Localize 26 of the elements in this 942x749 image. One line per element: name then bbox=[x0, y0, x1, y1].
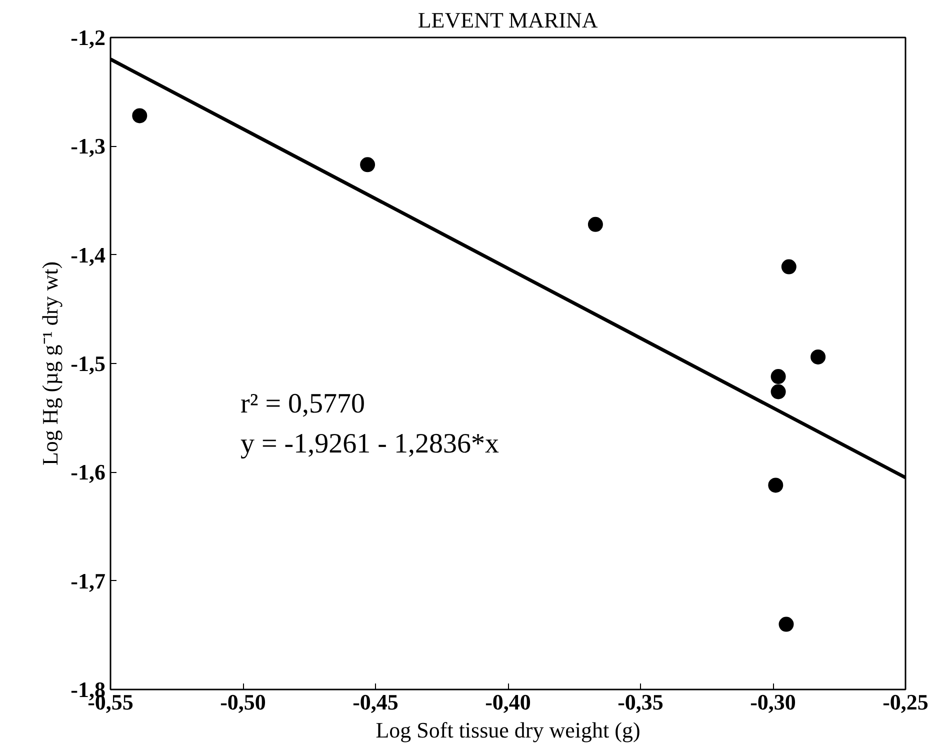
y-axis-title: Log Hg (µg g⁻¹ dry wt) bbox=[38, 261, 63, 466]
x-tick-label: -0,45 bbox=[352, 690, 398, 714]
y-tick-label: -1,6 bbox=[70, 460, 106, 485]
chart-title: LEVENT MARINA bbox=[418, 8, 598, 32]
x-axis-title: Log Soft tissue dry weight (g) bbox=[376, 718, 640, 742]
point bbox=[810, 349, 826, 364]
x-tick-label: -0,35 bbox=[618, 690, 664, 714]
point bbox=[778, 616, 794, 632]
x-tick-label: -0,25 bbox=[882, 690, 928, 714]
point bbox=[132, 108, 148, 124]
y-tick-label: -1,4 bbox=[70, 242, 106, 268]
point bbox=[770, 384, 786, 400]
y-tick-label: -1,5 bbox=[70, 351, 106, 376]
x-tick-label: -0,50 bbox=[220, 690, 266, 714]
annotation: y = -1,9261 - 1,2836*x bbox=[240, 428, 499, 460]
point bbox=[588, 216, 603, 232]
point bbox=[781, 259, 796, 274]
x-tick-label: -0,30 bbox=[750, 690, 796, 714]
y-tick-label: -1,2 bbox=[70, 25, 106, 50]
point bbox=[768, 478, 784, 493]
annotation: r² = 0,5770 bbox=[240, 388, 366, 420]
point bbox=[770, 369, 786, 384]
y-tick-label: -1,7 bbox=[70, 568, 106, 594]
y-tick-label: -1,3 bbox=[70, 134, 106, 159]
x-tick-label: -0,40 bbox=[485, 690, 531, 714]
point bbox=[360, 157, 376, 172]
